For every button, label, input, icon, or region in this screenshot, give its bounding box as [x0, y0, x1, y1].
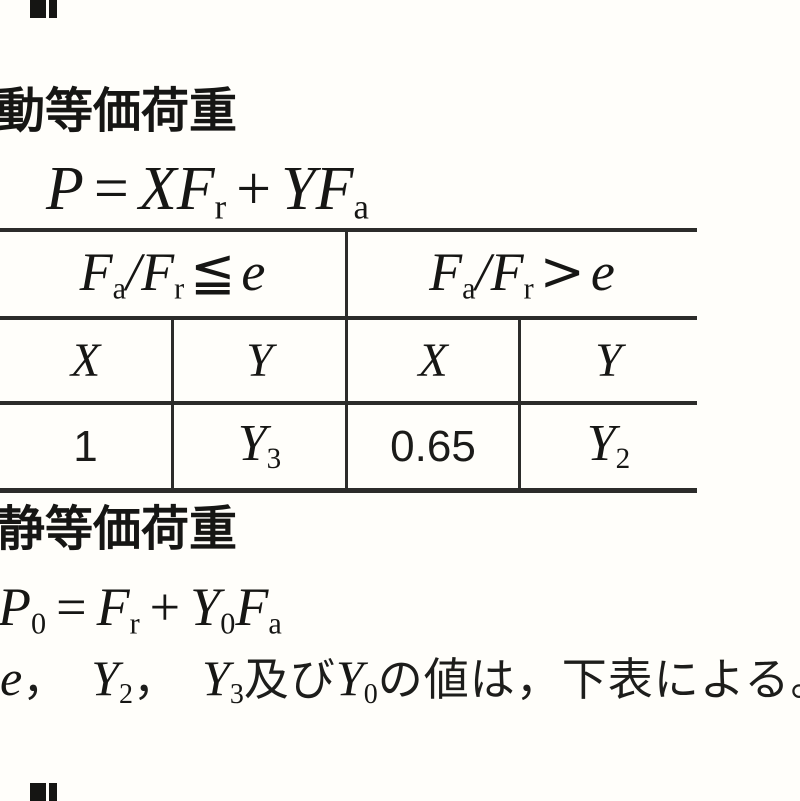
var-Y0: Y0: [335, 650, 378, 710]
equals-sign: =: [93, 155, 129, 223]
var-Y3: Y3: [202, 650, 244, 710]
note-period: 。: [790, 653, 800, 706]
formula-var-Y: Y: [190, 577, 221, 637]
table-header-cell-gt: Fa/Fr > e: [348, 232, 696, 316]
table-border-top: [0, 228, 697, 232]
formula-var-F: F: [235, 577, 269, 637]
dynamic-load-heading: 動等価荷重: [0, 83, 238, 139]
comma: ，: [22, 653, 68, 706]
var-Y2: Y2: [91, 650, 134, 710]
formula-var-P: P: [0, 577, 31, 637]
edge-artifact-top: [30, 0, 57, 18]
values-reference-note: e，Y2，Y3及びY0の値は，下表による。: [0, 648, 800, 709]
static-load-heading: 静等価荷重: [0, 501, 238, 557]
table-cell-value-x1: 1: [73, 421, 98, 471]
subscript-r: r: [129, 606, 140, 641]
dynamic-load-formula: P = XFr + YFa: [46, 158, 369, 225]
comma: ，: [133, 653, 179, 706]
table-cell-var-x1: X: [70, 333, 101, 387]
var-F: F: [429, 241, 463, 302]
var-F: F: [141, 241, 175, 302]
note-text-tail: の値は，下表による: [377, 653, 791, 706]
table-cell-value-y2: Y2: [586, 415, 631, 476]
table-header-cell-le: Fa/Fr ≦ e: [0, 232, 345, 316]
subscript-r: r: [523, 271, 534, 306]
greater-than-sign: >: [539, 239, 585, 303]
formula-var-YF: YF: [281, 155, 354, 223]
edge-artifact-bottom: [30, 783, 57, 801]
table-border-bottom: [0, 488, 697, 493]
plus-sign: +: [236, 155, 272, 223]
formula-var-P: P: [46, 155, 84, 223]
subscript-a: a: [353, 187, 369, 227]
subscript-0: 0: [220, 606, 236, 641]
note-text-and: 及び: [243, 653, 336, 706]
var-e: e: [241, 241, 266, 302]
slash: /: [475, 241, 491, 302]
subscript-a: a: [268, 606, 282, 641]
var-e: e: [0, 650, 23, 706]
subscript-a: a: [462, 271, 476, 306]
formula-var-F: F: [96, 577, 130, 637]
static-load-formula: P0 = Fr + Y0Fa: [0, 580, 282, 639]
table-divider-right: [518, 316, 521, 493]
subscript-0: 0: [31, 606, 47, 641]
formula-var-XF: XF: [138, 155, 215, 223]
plus-sign: +: [149, 577, 181, 637]
table-divider-center: [345, 228, 348, 493]
table-cell-var-y2: Y: [595, 333, 622, 387]
var-F: F: [490, 241, 524, 302]
var-F: F: [79, 241, 113, 302]
less-equal-sign: ≦: [190, 239, 236, 303]
table-cell-value-065: 0.65: [390, 421, 476, 471]
table-rule-under-vars: [0, 401, 697, 405]
var-e: e: [590, 241, 615, 302]
table-cell-var-y1: Y: [246, 333, 273, 387]
equals-sign: =: [56, 577, 87, 637]
table-divider-left: [171, 316, 174, 493]
slash: /: [126, 241, 142, 302]
table-rule-under-header: [0, 316, 697, 320]
table-cell-value-y3: Y3: [237, 415, 282, 476]
table-cell-var-x2: X: [418, 333, 448, 387]
subscript-r: r: [174, 271, 185, 306]
subscript-a: a: [112, 271, 127, 306]
subscript-r: r: [214, 187, 227, 227]
